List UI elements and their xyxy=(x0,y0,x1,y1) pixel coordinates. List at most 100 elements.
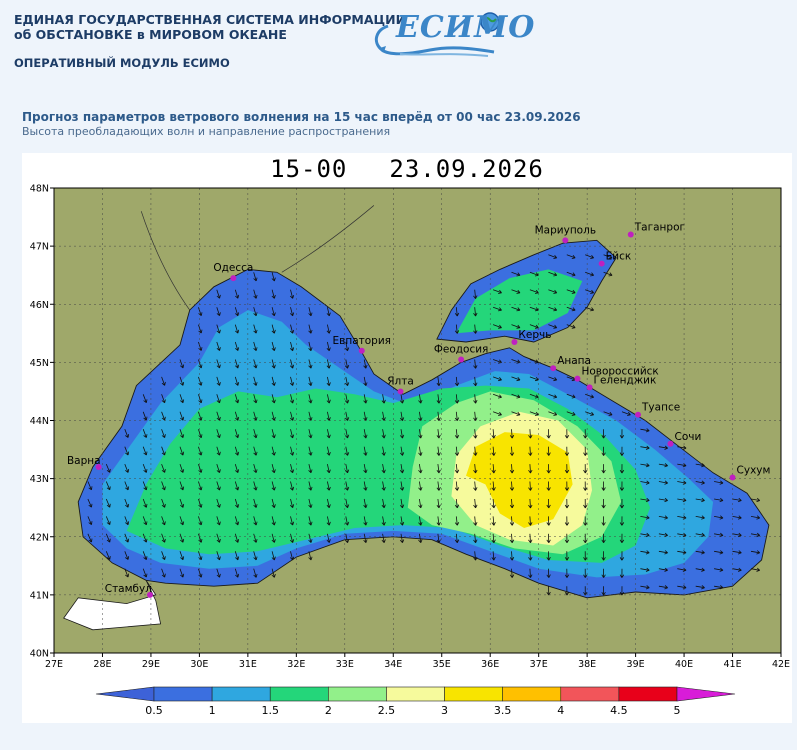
direction-arrow xyxy=(179,429,185,439)
direction-arrow xyxy=(492,411,502,416)
direction-arrow xyxy=(619,568,625,578)
direction-arrow xyxy=(436,498,441,509)
direction-arrow xyxy=(326,324,331,334)
direction-arrow xyxy=(253,359,258,369)
direction-arrow xyxy=(363,516,368,526)
direction-arrow xyxy=(583,516,588,526)
direction-arrow xyxy=(253,551,258,561)
direction-arrow xyxy=(253,463,258,473)
map-hour-label: 15-00 xyxy=(270,155,348,183)
direction-arrow xyxy=(658,445,668,450)
direction-arrow xyxy=(198,324,203,334)
direction-arrow xyxy=(216,307,221,317)
direction-arrow xyxy=(473,551,478,561)
direction-arrow xyxy=(326,429,331,439)
direction-arrow xyxy=(546,551,551,561)
direction-arrow xyxy=(179,551,185,561)
direction-arrow xyxy=(253,341,258,351)
direction-arrow xyxy=(564,568,570,578)
direction-arrow xyxy=(732,550,742,555)
direction-arrow xyxy=(289,341,295,352)
direction-arrow xyxy=(381,464,386,474)
city-label: Евпатория xyxy=(333,335,391,347)
lon-tick-label: 42E xyxy=(772,659,790,670)
direction-arrow xyxy=(216,429,221,439)
city-marker xyxy=(95,464,102,470)
direction-arrow xyxy=(732,567,742,572)
direction-arrow xyxy=(326,516,331,526)
lon-tick-label: 37E xyxy=(530,659,548,670)
direction-arrow xyxy=(308,481,313,491)
direction-arrow xyxy=(564,464,570,474)
direction-arrow xyxy=(619,464,625,474)
river-dniester xyxy=(140,211,190,311)
city-marker xyxy=(586,384,593,391)
direction-arrow xyxy=(344,498,350,509)
direction-arrow xyxy=(399,394,405,404)
city-marker xyxy=(667,440,674,447)
direction-arrow xyxy=(234,359,240,369)
direction-arrow xyxy=(491,429,496,439)
direction-arrow xyxy=(473,481,478,491)
lat-tick-label: 43N xyxy=(30,474,49,485)
direction-arrow xyxy=(363,376,368,386)
direction-arrow xyxy=(546,464,551,474)
wave-forecast-map[interactable]: 27E 28E 29E 30E 31E 32E 33E 34E 35E 36E 37E 38E 39E 4… xyxy=(22,153,792,723)
direction-arrow xyxy=(289,394,295,404)
direction-arrow xyxy=(161,376,166,386)
esimo-logo[interactable]: ЕСИМО xyxy=(370,8,534,60)
direction-arrow xyxy=(658,480,668,485)
direction-arrow xyxy=(619,551,625,561)
direction-arrow xyxy=(216,551,221,561)
direction-arrow xyxy=(399,446,405,456)
direction-arrow xyxy=(714,480,724,485)
city-label: Мариуполь xyxy=(535,224,596,236)
direction-arrow xyxy=(271,568,276,578)
direction-arrow xyxy=(308,498,313,508)
direction-arrow xyxy=(695,550,705,555)
direction-arrow xyxy=(640,428,650,433)
direction-arrow xyxy=(601,516,606,526)
direction-arrow xyxy=(548,289,558,294)
direction-arrow xyxy=(509,516,515,526)
direction-arrow xyxy=(399,411,405,421)
lat-tick-label: 40N xyxy=(30,649,49,660)
direction-arrow xyxy=(124,463,130,473)
direction-arrow xyxy=(87,498,93,508)
direction-arrow xyxy=(399,481,405,491)
city-marker xyxy=(397,388,404,395)
direction-arrow xyxy=(619,498,625,509)
city-marker xyxy=(574,375,581,382)
direction-arrow xyxy=(216,411,221,421)
direction-arrow xyxy=(509,429,515,439)
direction-arrow xyxy=(344,394,350,404)
legend-label: 4 xyxy=(557,704,564,717)
lon-tick-label: 35E xyxy=(433,659,451,670)
lon-tick-label: 28E xyxy=(93,659,111,670)
direction-arrow xyxy=(271,429,276,439)
direction-arrow xyxy=(326,411,331,421)
direction-arrow xyxy=(509,464,515,474)
direction-arrow xyxy=(529,271,539,277)
direction-arrow xyxy=(124,481,130,491)
direction-arrow xyxy=(234,446,240,456)
direction-arrow xyxy=(234,341,240,351)
direction-arrow xyxy=(179,481,185,491)
direction-arrow xyxy=(87,533,93,543)
direction-arrow xyxy=(750,497,761,503)
direction-arrow xyxy=(253,289,258,299)
direction-arrow xyxy=(344,341,350,352)
direction-arrow xyxy=(619,533,625,544)
direction-arrow xyxy=(732,497,742,503)
direction-arrow xyxy=(289,429,295,439)
direction-arrow xyxy=(326,394,331,404)
direction-arrow xyxy=(601,464,606,474)
legend-swatch xyxy=(328,686,387,702)
direction-arrow xyxy=(363,481,368,491)
city-label: Керчь xyxy=(518,329,551,341)
direction-arrow xyxy=(640,585,650,590)
direction-arrow xyxy=(308,429,313,439)
direction-arrow xyxy=(511,411,521,416)
direction-arrow xyxy=(105,498,111,508)
direction-arrow xyxy=(695,585,705,590)
